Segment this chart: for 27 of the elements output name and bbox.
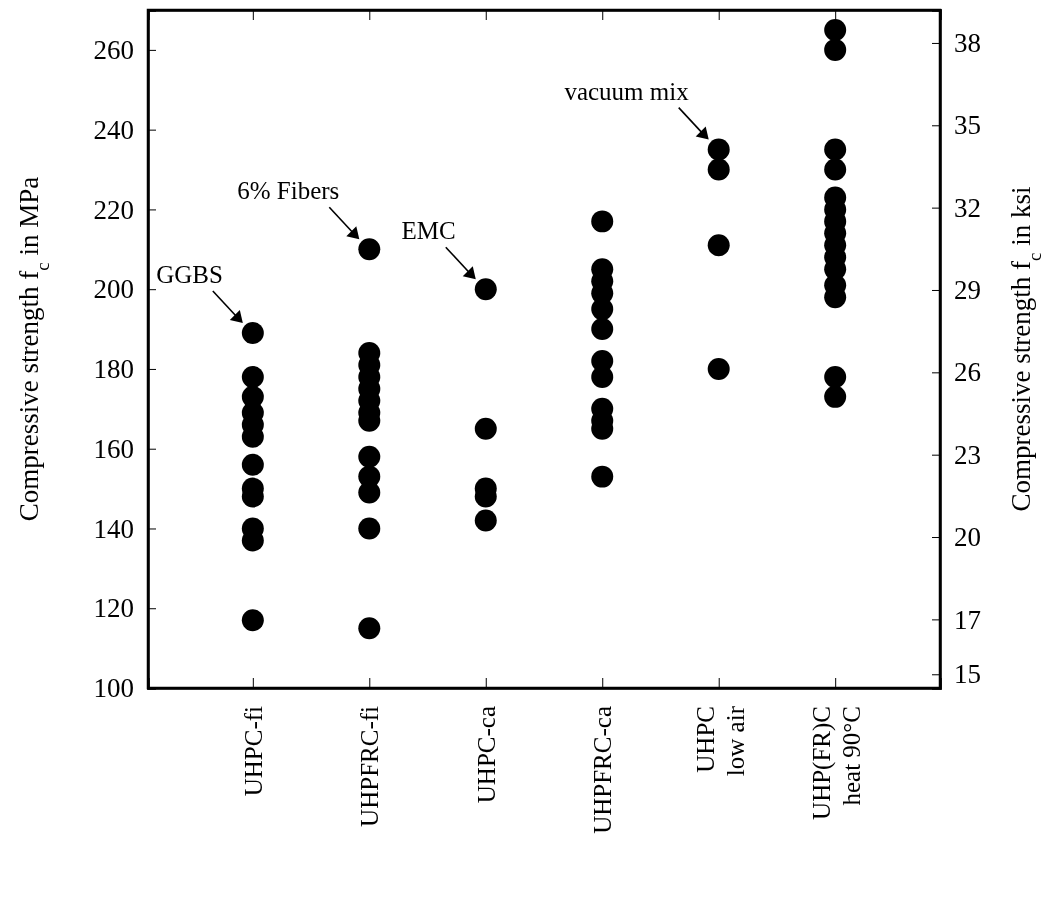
y-tick-label: 140 <box>93 513 134 544</box>
y-tick-label: 180 <box>93 354 134 385</box>
x-tick-label: UHPC low air <box>691 705 749 777</box>
y-tick-label: 100 <box>93 673 134 704</box>
y2-tick-label: 20 <box>954 522 981 553</box>
annotation: vacuum mix <box>564 77 690 105</box>
y2-tick-label: 35 <box>954 110 981 141</box>
annotation: GGBS <box>156 261 223 289</box>
y2-tick-label: 26 <box>954 357 981 388</box>
y-tick-label: 260 <box>93 35 134 66</box>
x-tick-label: UHPFRC-fi <box>356 705 384 827</box>
x-tick-label: UHPC-fi <box>239 705 267 797</box>
y2-tick-label: 29 <box>954 275 981 306</box>
annotation: 6% Fibers <box>237 177 340 205</box>
y2-tick-label: 32 <box>954 192 981 223</box>
y-tick-label: 220 <box>93 194 134 225</box>
y2-tick-label: 17 <box>954 604 981 635</box>
annotation: EMC <box>401 217 456 245</box>
y2-tick-label: 38 <box>954 28 981 59</box>
y2-tick-label: 15 <box>954 659 981 690</box>
y-tick-label: 120 <box>93 593 134 624</box>
y-tick-label: 200 <box>93 274 134 305</box>
y-tick-label: 160 <box>93 433 134 464</box>
x-tick-label: UHPFRC-ca <box>589 706 617 834</box>
x-tick-label: UHPC-ca <box>472 706 500 804</box>
y-tick-label: 240 <box>93 114 134 145</box>
y2-tick-label: 23 <box>954 439 981 470</box>
